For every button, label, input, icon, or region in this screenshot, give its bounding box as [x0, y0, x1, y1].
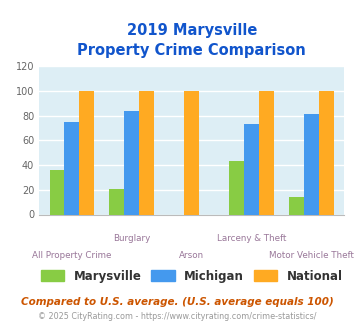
Bar — [50, 170, 65, 215]
Bar — [229, 161, 244, 214]
Text: Motor Vehicle Theft: Motor Vehicle Theft — [269, 250, 354, 260]
Bar — [184, 91, 199, 214]
Bar — [244, 124, 259, 214]
Legend: Marysville, Michigan, National: Marysville, Michigan, National — [36, 265, 347, 287]
Text: © 2025 CityRating.com - https://www.cityrating.com/crime-statistics/: © 2025 CityRating.com - https://www.city… — [38, 312, 317, 321]
Title: 2019 Marysville
Property Crime Comparison: 2019 Marysville Property Crime Compariso… — [77, 23, 306, 58]
Text: Arson: Arson — [179, 250, 204, 260]
Bar — [319, 91, 334, 214]
Bar — [304, 114, 319, 214]
Text: Compared to U.S. average. (U.S. average equals 100): Compared to U.S. average. (U.S. average … — [21, 297, 334, 307]
Bar — [65, 122, 80, 214]
Text: Larceny & Theft: Larceny & Theft — [217, 234, 286, 243]
Bar — [109, 188, 124, 214]
Bar — [259, 91, 274, 214]
Bar — [139, 91, 154, 214]
Bar — [80, 91, 94, 214]
Text: Burglary: Burglary — [113, 234, 151, 243]
Text: All Property Crime: All Property Crime — [32, 250, 112, 260]
Bar — [289, 197, 304, 215]
Bar — [124, 111, 139, 214]
